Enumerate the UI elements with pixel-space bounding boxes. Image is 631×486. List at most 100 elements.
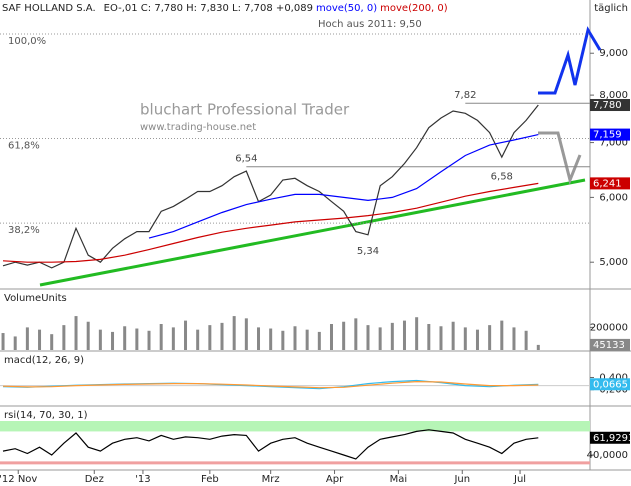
volume-bar [415, 317, 419, 350]
series-line [2, 429, 539, 460]
volume-bar [50, 334, 54, 350]
panel-title: rsi(14, 70, 30, 1) [4, 410, 88, 421]
panel-borders [0, 0, 631, 471]
level-label: 61,8% [8, 141, 40, 152]
y-tick-label: 9,000 [599, 48, 628, 59]
volume-bar [269, 328, 273, 350]
series-line [2, 380, 539, 389]
projection-down [538, 131, 582, 185]
volume-bar [293, 326, 297, 350]
period: täglich [594, 3, 628, 14]
annotation: 6,58 [491, 172, 513, 183]
volume-bar [500, 320, 504, 350]
volume-bar [171, 327, 175, 350]
series-line [2, 182, 539, 263]
last-value-box [590, 177, 630, 190]
legend-entry: move(50, 0) [316, 3, 377, 14]
last-value-box [590, 99, 630, 112]
volume-bar [257, 327, 261, 350]
volume-bar [123, 326, 127, 350]
volume-bar [62, 325, 66, 350]
last-value-label: 61,9293 [593, 433, 631, 444]
volume-bar [74, 316, 78, 350]
annotation: 6,54 [235, 154, 257, 165]
volume-bar [13, 336, 17, 350]
y-tick-label: 8,000 [599, 90, 628, 101]
volume-bar [317, 331, 321, 350]
volume-bar [147, 330, 151, 350]
y-tick-label: 5,000 [599, 257, 628, 268]
watermark-url: www.trading-house.net [140, 122, 256, 133]
volume-bar [98, 329, 102, 350]
panel-title: macd(12, 26, 9) [4, 355, 84, 366]
volume-bar [111, 331, 115, 350]
subtitle: Hoch aus 2011: 9,50 [318, 19, 422, 30]
y-tick-label: 6,000 [599, 192, 628, 203]
volume-bar [184, 320, 188, 350]
last-value-label: 0,0665 [593, 379, 628, 390]
quote: EO-,01 C: 7,780 H: 7,830 L: 7,708 +0,089 [104, 3, 313, 14]
y-tick-label: 40,0000 [587, 450, 628, 461]
x-tick-label: '13 [135, 474, 150, 485]
last-value-label: 7,780 [593, 100, 622, 111]
x-tick-label: Jul [513, 474, 526, 485]
volume-bar [427, 324, 431, 350]
x-tick-label: Dez [85, 474, 104, 485]
volume-bar [342, 321, 346, 350]
volume-bar [305, 329, 309, 350]
x-tick-label: Apr [326, 474, 344, 485]
level-label: 100,0% [8, 36, 46, 47]
volume-bar [378, 327, 382, 350]
last-value-label: 7,159 [593, 130, 622, 141]
volume-bar [329, 324, 333, 350]
volume-bar [488, 325, 492, 350]
x-tick-label: '12 Nov [0, 474, 37, 485]
last-value-label: 45133 [593, 340, 625, 351]
volume-bar [451, 321, 455, 350]
series-line [2, 104, 539, 269]
x-tick-label: Feb [201, 474, 219, 485]
volume-bar [244, 318, 248, 350]
level-label: 38,2% [8, 225, 40, 236]
last-value-box [590, 431, 630, 444]
volume-bar [524, 330, 528, 350]
volume-bar [390, 322, 394, 350]
y-tick-label: 0,400 [599, 372, 628, 383]
last-value-label: 6,241 [593, 178, 622, 189]
volume-bar [208, 325, 212, 350]
volume-bar [475, 329, 479, 350]
x-tick-label: Jun [453, 474, 470, 485]
volume-bar [159, 324, 163, 350]
annotation: 7,82 [454, 90, 476, 101]
volume-bar [439, 326, 443, 350]
volume-bar [38, 329, 42, 350]
trend-line [39, 178, 586, 287]
volume-bar [196, 329, 200, 350]
x-tick-label: Mai [390, 474, 408, 485]
volume-bar [86, 321, 90, 350]
title: SAF HOLLAND S.A. [2, 3, 96, 14]
last-value-box [590, 128, 630, 141]
last-value-box [590, 378, 630, 391]
volume-bar [25, 327, 29, 350]
volume-bar [463, 327, 467, 350]
volume-bar [402, 320, 406, 350]
x-tick-label: Mrz [262, 474, 280, 485]
volume-bar [536, 344, 540, 350]
volume-bar [512, 327, 516, 350]
watermark: bluchart Professional Trader [140, 101, 350, 119]
volume-bar [232, 316, 236, 350]
volume-bar [135, 328, 139, 350]
panel-title: VolumeUnits [4, 293, 67, 304]
volume-bar [220, 322, 224, 350]
volume-bar [281, 330, 285, 350]
volume-bar [1, 333, 5, 350]
volume-bar [366, 325, 370, 350]
y-tick-label: 7,000 [599, 138, 628, 149]
legend-entry: move(200, 0) [380, 3, 448, 14]
overbought-zone [0, 421, 590, 432]
y-tick-label: 200000 [590, 322, 628, 333]
annotation: 5,34 [357, 246, 379, 257]
